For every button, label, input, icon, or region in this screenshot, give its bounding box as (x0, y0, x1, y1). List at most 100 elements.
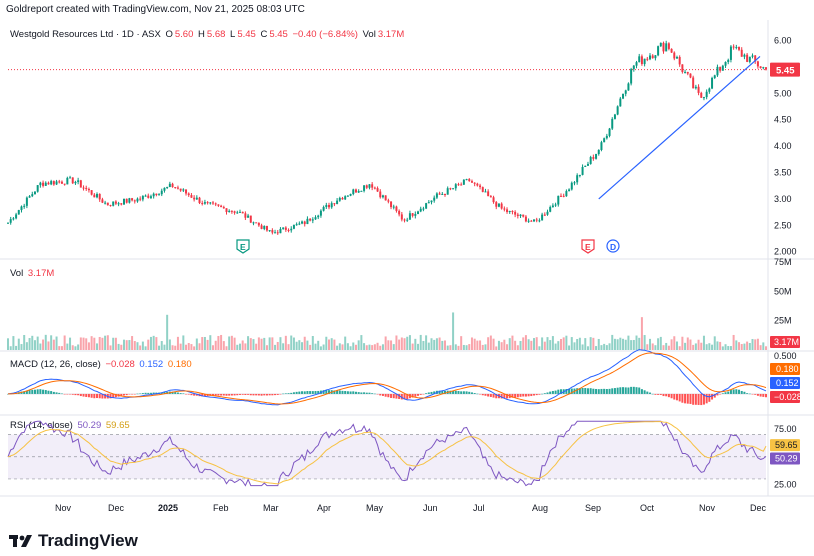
macd-histogram-bar (141, 393, 144, 394)
volume-bar (597, 338, 600, 350)
price-candle (147, 195, 150, 198)
macd-histogram-bar (541, 393, 544, 395)
macd-histogram-bar (101, 393, 104, 399)
macd-histogram-bar (90, 393, 93, 398)
price-candle (422, 208, 425, 210)
macd-histogram-bar (711, 393, 714, 400)
volume-bar (60, 346, 63, 350)
price-candle (584, 165, 587, 167)
price-candle (630, 69, 633, 84)
price-candle (360, 190, 363, 192)
price-candle (279, 228, 282, 234)
volume-bar (743, 343, 746, 350)
macd-histogram-bar (325, 389, 328, 394)
volume-bar (605, 345, 608, 350)
volume-bar (333, 339, 336, 350)
macd-histogram-bar (276, 393, 279, 395)
macd-histogram-bar (751, 393, 754, 395)
macd-signal-badge-label: 0.180 (776, 364, 799, 374)
x-axis-tick: May (366, 503, 384, 513)
volume-bar (236, 344, 239, 350)
macd-histogram-bar (395, 393, 398, 399)
macd-histogram-bar (71, 393, 74, 395)
price-candle (155, 193, 158, 196)
close-label: C (260, 29, 268, 40)
chart-canvas[interactable]: 6.005.505.004.504.003.503.002.502.0005.4… (0, 0, 814, 530)
volume-bar (427, 342, 430, 350)
macd-histogram-bar (484, 393, 487, 396)
volume-bar (430, 338, 433, 350)
volume-bar (738, 342, 741, 350)
price-candle (622, 93, 625, 99)
macd-histogram-bar (443, 390, 446, 394)
price-candle (63, 183, 66, 185)
macd-histogram-bar (411, 393, 414, 398)
rsi-ma-badge (770, 439, 800, 452)
volume-bar (673, 336, 676, 350)
price-candle (144, 195, 147, 197)
volume-bar (147, 339, 150, 350)
volume-last-badge (770, 336, 800, 348)
macd-histogram-bar (487, 393, 490, 397)
price-candle (379, 191, 382, 198)
macd-histogram-bar (136, 393, 139, 395)
macd-legend: MACD (12, 26, close) −0.028 0.152 0.180 (10, 359, 194, 370)
volume-bar (131, 336, 134, 350)
price-candle (414, 214, 417, 216)
volume-bar (260, 338, 263, 350)
volume-bar (578, 337, 581, 350)
rsi-legend-ma: 59.65 (105, 420, 130, 431)
price-candle (665, 43, 668, 52)
macd-histogram-bar (667, 393, 670, 398)
macd-histogram-bar (85, 393, 88, 397)
price-candle (384, 195, 387, 201)
volume-bar (144, 346, 147, 350)
low-value: 5.45 (237, 29, 256, 40)
volume-bar (209, 335, 212, 350)
macd-histogram-bar (271, 393, 274, 396)
macd-histogram-bar (55, 392, 58, 394)
rsi-badge-label: 50.29 (775, 453, 798, 463)
macd-histogram-bar (700, 393, 703, 406)
macd-histogram-bar (651, 393, 654, 395)
event-marker-label: D (610, 242, 616, 252)
volume-bar (354, 344, 357, 350)
macd-histogram-bar (643, 390, 646, 394)
macd-histogram-bar (735, 389, 738, 394)
x-axis-tick: Apr (317, 503, 331, 513)
price-axis-tick: 3.50 (774, 168, 792, 178)
volume-bar (724, 344, 727, 350)
volume-bar (630, 340, 633, 350)
price-candle (96, 193, 99, 198)
volume-bar (646, 344, 649, 350)
volume-bar (657, 338, 660, 350)
volume-bar (368, 344, 371, 350)
volume-bar (120, 344, 123, 350)
volume-bar (371, 345, 374, 350)
price-candle (222, 207, 225, 209)
price-candle (657, 46, 660, 56)
volume-bar (257, 337, 260, 350)
macd-histogram-bar (149, 392, 152, 394)
event-marker-label: E (585, 242, 591, 252)
price-candle (465, 179, 468, 181)
macd-histogram-bar (44, 390, 47, 394)
macd-histogram-bar (611, 388, 614, 394)
volume-bar (694, 343, 697, 350)
macd-histogram-bar (465, 391, 468, 394)
price-candle (220, 205, 223, 208)
price-candle (284, 227, 287, 230)
x-axis-tick: Nov (699, 503, 716, 513)
macd-histogram-bar (732, 389, 735, 394)
volume-bar (530, 340, 533, 350)
macd-histogram-bar (387, 393, 390, 398)
price-candle (557, 195, 560, 205)
volume-bar (17, 338, 20, 350)
price-candle (694, 86, 697, 89)
volume-bar (729, 346, 732, 350)
price-candle (489, 196, 492, 198)
volume-bar (662, 345, 665, 350)
macd-histogram-bar (754, 393, 757, 395)
macd-histogram-bar (681, 393, 684, 403)
macd-histogram-bar (36, 389, 39, 394)
